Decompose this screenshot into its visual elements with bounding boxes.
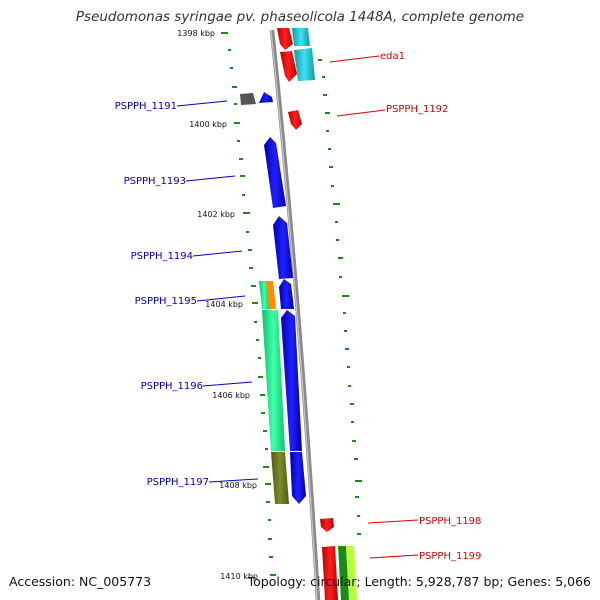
- ruler-label-1410: 1410 kbp: [220, 572, 258, 581]
- genome-backbone-highlight: [270, 29, 318, 600]
- feature-blue-1194: [273, 216, 293, 279]
- feature-red-1198: [320, 518, 334, 532]
- feature-lightgreen-1199: [346, 546, 357, 600]
- gc-skew-track-right: [318, 59, 362, 535]
- ruler-label-1404: 1404 kbp: [205, 300, 243, 309]
- gene-label-pspph-1196: PSPPH_1196: [141, 381, 203, 392]
- genome-backbone: [269, 29, 321, 600]
- feature-olive-1197: [271, 452, 289, 504]
- gene-label-pspph-1194: PSPPH_1194: [131, 251, 193, 262]
- gene-label-pspph-1191: PSPPH_1191: [115, 101, 177, 112]
- feature-red-1199: [322, 546, 338, 600]
- gene-labels-right: eda1 PSPPH_1192 PSPPH_1198 PSPPH_1199: [329, 51, 481, 562]
- gene-label-pspph-1197: PSPPH_1197: [147, 477, 209, 488]
- ruler-label-1398: 1398 kbp: [177, 29, 215, 38]
- feature-blue-1197: [290, 452, 306, 504]
- gene-labels-left: PSPPH_1191 PSPPH_1193 PSPPH_1194 PSPPH_1…: [115, 100, 259, 488]
- feature-blue-1195: [279, 279, 294, 309]
- ruler-label-1408: 1408 kbp: [219, 481, 257, 490]
- feature-blue-1196: [281, 310, 302, 451]
- gene-label-pspph-1198: PSPPH_1198: [419, 516, 481, 527]
- feature-gray-1191: [240, 93, 256, 105]
- ruler-label-1400: 1400 kbp: [189, 120, 227, 129]
- ruler: 1398 kbp 1400 kbp 1402 kbp 1404 kbp 1406…: [177, 29, 258, 581]
- ruler-label-1402: 1402 kbp: [197, 210, 235, 219]
- feature-darkgreen-1199: [338, 546, 349, 600]
- gene-label-pspph-1195: PSPPH_1195: [135, 296, 197, 307]
- feature-blue-1191: [259, 92, 273, 103]
- feature-red-top: [277, 28, 297, 82]
- gene-label-pspph-1192: PSPPH_1192: [386, 104, 448, 115]
- feature-green-1196: [262, 310, 285, 451]
- feature-red-1192: [288, 110, 302, 130]
- map-title: Pseudomonas syringae pv. phaseolicola 14…: [75, 9, 525, 25]
- feature-cyan-top: [292, 28, 315, 81]
- accession-text: Accession: NC_005773: [9, 574, 152, 589]
- ruler-label-1406: 1406 kbp: [212, 391, 250, 400]
- gene-label-pspph-1199: PSPPH_1199: [419, 551, 481, 562]
- feature-blue-1193: [264, 137, 286, 208]
- gene-label-eda1: eda1: [380, 51, 405, 62]
- gc-skew-track-left: [222, 32, 276, 576]
- feature-orange-1195: [266, 281, 276, 309]
- genome-summary-text: Topology: circular; Length: 5,928,787 bp…: [247, 574, 591, 589]
- gene-label-pspph-1193: PSPPH_1193: [124, 176, 186, 187]
